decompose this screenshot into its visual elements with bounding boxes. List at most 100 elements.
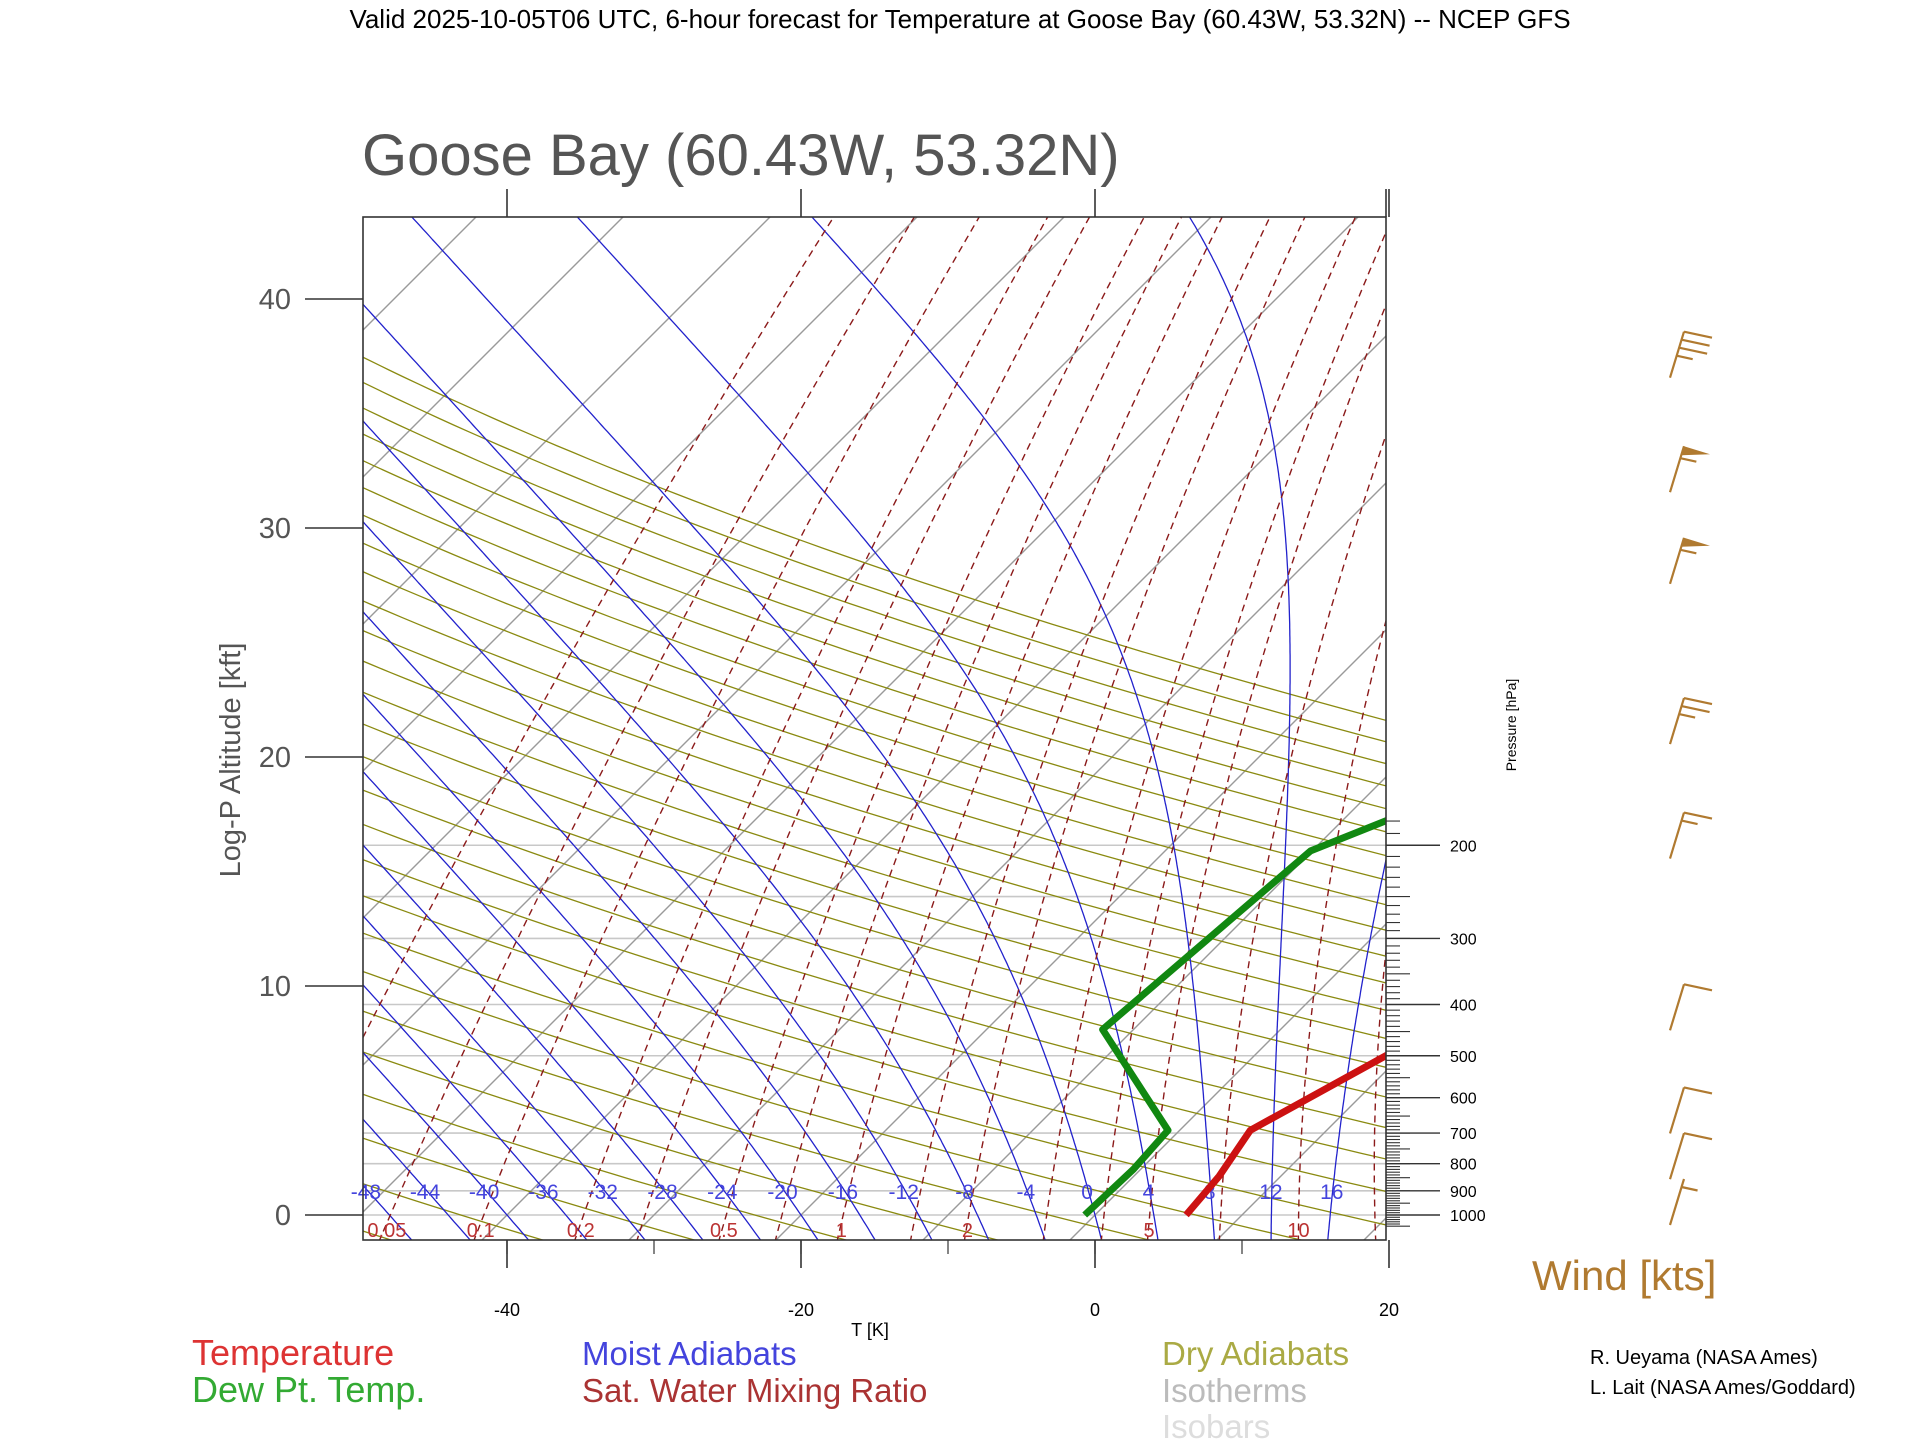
isotherm-line [1363, 1217, 1386, 1240]
mixing-ratio-label: 0.5 [710, 1220, 738, 1242]
data-series [1082, 816, 1386, 1218]
isotherm-line [0, 162, 384, 1261]
pressure-axis-label: Pressure [hPa] [1503, 679, 1519, 772]
dry-adiabat-line [363, 629, 1386, 957]
wind-barb-shaft [1668, 984, 1686, 1031]
moist-adiabat-line [363, 983, 588, 1240]
dry-adiabat-line [363, 755, 1386, 1068]
wind-barb-half [1680, 457, 1697, 463]
mixing-ratio-label: 1 [836, 1220, 847, 1242]
isotherm-line [363, 217, 918, 772]
mixing-ratio-line [636, 217, 1091, 1240]
dry-adiabat-line [363, 486, 1386, 833]
wind-barbs [1668, 330, 1713, 1226]
wind-barb-shaft [1668, 537, 1686, 585]
wind-barb-flag [1683, 1086, 1713, 1095]
moist-adiabat-label: 16 [1320, 1181, 1343, 1204]
wind-barb-flag [1683, 330, 1713, 339]
legend: Temperature Dew Pt. Temp. Moist Adiabats… [192, 1332, 1349, 1445]
isotherm-line [775, 629, 1386, 1240]
mixing-ratio-line [1100, 230, 1386, 1240]
dry-adiabat-line [363, 691, 1386, 1011]
dry-adiabat-line [363, 571, 1386, 906]
moist-adiabat-line [811, 217, 1216, 1240]
dry-adiabat-line [363, 1230, 394, 1240]
isotherm-line [481, 335, 1386, 1240]
mixing-ratio-line [1504, 185, 1661, 1243]
moist-adiabat-line [576, 217, 1159, 1240]
dewpoint-profile [1082, 816, 1386, 1218]
wind-barb [1668, 983, 1713, 1031]
mixing-ratio-line [363, 217, 835, 1039]
plot-frame [362, 216, 1387, 1241]
x-tick-label: -20 [788, 1300, 814, 1320]
moist-adiabat-label: -8 [955, 1181, 974, 1204]
mixing-ratio-line [574, 217, 1049, 1240]
moist-adiabat-label: -12 [889, 1181, 919, 1204]
pressure-tick-label: 1000 [1450, 1208, 1486, 1225]
moist-adiabat-line [1188, 217, 1291, 1240]
wind-barb-shaft [1668, 697, 1686, 745]
wind-barb [1668, 537, 1710, 585]
mixing-ratio-line [718, 217, 1145, 1240]
moist-adiabat-line [363, 1051, 530, 1240]
dry-adiabat-line [363, 895, 1386, 1193]
pressure-tick-label: 600 [1450, 1091, 1477, 1108]
moist-adiabat-line [363, 303, 1046, 1240]
mixing-ratio-line [1042, 217, 1357, 1240]
dry-adiabat-line [363, 723, 1386, 1040]
wind-barb-shaft [1668, 1132, 1686, 1180]
dry-adiabat-line [363, 459, 1386, 810]
moist-adiabat-line [363, 770, 762, 1240]
legend-isobars: Isobars [1162, 1408, 1270, 1440]
legend-moist-adiabats: Moist Adiabats [582, 1335, 797, 1372]
mixing-ratio-label: 0.2 [567, 1220, 595, 1242]
wind-barb-flag [1678, 346, 1708, 355]
isotherm-line [0, 162, 237, 1261]
moist-adiabat-label: -20 [767, 1181, 797, 1204]
dry-adiabat-line [363, 1093, 849, 1240]
y-tick-label: 40 [259, 284, 291, 316]
y-tick-label: 20 [259, 742, 291, 774]
legend-mixing-ratio: Sat. Water Mixing Ratio [582, 1372, 927, 1409]
x-tick-label: 0 [1090, 1300, 1100, 1320]
moist-adiabat-line [411, 217, 1103, 1240]
wind-barb [1668, 1086, 1713, 1134]
moist-adiabat-line [363, 610, 876, 1240]
wind-barb [1668, 697, 1713, 745]
x-axis-label: T [K] [851, 1320, 889, 1340]
pressure-tick-label: 200 [1450, 838, 1477, 855]
isotherm-line [363, 217, 1065, 919]
wind-barb-shaft [1668, 445, 1686, 493]
mixing-ratio-line [1373, 944, 1386, 1240]
mixing-ratio-line [836, 217, 1223, 1240]
isotherm-line [1216, 1070, 1386, 1240]
dry-adiabat-line [363, 381, 1386, 743]
mixing-ratio-line [1297, 617, 1386, 1240]
moist-adiabat-label: -32 [588, 1181, 618, 1204]
moist-adiabat-line [363, 420, 990, 1240]
x-tick-label: -40 [494, 1300, 520, 1320]
wind-barb-flag [1683, 1132, 1713, 1141]
mixing-ratio-line [909, 217, 1271, 1240]
moist-adiabat-label: 12 [1259, 1181, 1282, 1204]
wind-barb [1668, 1178, 1698, 1226]
moist-adiabat-label: -44 [410, 1181, 441, 1204]
moist-adiabat-label: 0 [1081, 1181, 1093, 1204]
moist-adiabat-label: -16 [828, 1181, 858, 1204]
pressure-tick-label: 500 [1450, 1049, 1477, 1066]
mixing-ratio-label: 0.05 [367, 1220, 406, 1242]
dry-adiabat-line [363, 514, 1386, 857]
moist-adiabat-label: -40 [469, 1181, 499, 1204]
header-line: Valid 2025-10-05T06 UTC, 6-hour forecast… [349, 4, 1570, 34]
mixing-ratio-label: 5 [1143, 1220, 1154, 1242]
dry-adiabat-line [363, 1051, 1001, 1240]
isotherm-line [363, 217, 771, 625]
y-axis-label: Log-P Altitude [kft] [215, 643, 247, 878]
dry-adiabat-line [363, 407, 1386, 765]
moist-adiabat-line [1327, 856, 1386, 1240]
y-tick-label: 0 [275, 1200, 291, 1232]
moist-adiabat-line [363, 693, 819, 1240]
